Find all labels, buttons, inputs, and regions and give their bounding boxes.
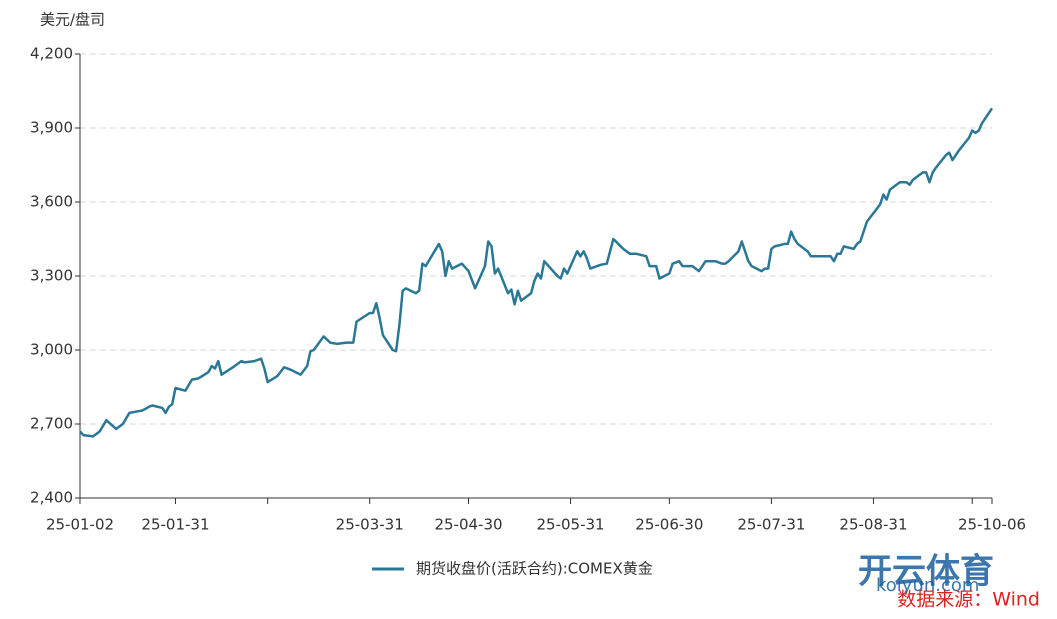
x-tick-label: 25-01-31 bbox=[141, 516, 209, 534]
legend-label: 期货收盘价(活跃合约):COMEX黄金 bbox=[416, 560, 653, 578]
line bbox=[79, 107, 994, 438]
y-tick-label: 3,600 bbox=[30, 193, 73, 211]
x-tick-label: 25-08-31 bbox=[839, 516, 907, 534]
x-tick-label: 25-07-31 bbox=[737, 516, 805, 534]
y-tick-label: 2,700 bbox=[30, 415, 73, 433]
y-tick-label: 3,000 bbox=[30, 341, 73, 359]
y-tick-label: 4,200 bbox=[30, 45, 73, 63]
source: 数据来源：Wind bbox=[897, 589, 1040, 611]
x-tick-label: 25-06-30 bbox=[635, 516, 703, 534]
x-tick-label: 25-05-31 bbox=[537, 516, 605, 534]
y-tick-label: 3,900 bbox=[30, 119, 73, 137]
y-axis-label: 美元/盘司 bbox=[40, 11, 105, 29]
x-tick-label: 25-04-30 bbox=[434, 516, 502, 534]
y-tick-label: 3,300 bbox=[30, 267, 73, 285]
x-tick-label: 25-03-31 bbox=[336, 516, 404, 534]
y-tick-label: 2,400 bbox=[30, 489, 73, 507]
watermark: 开云体育 bbox=[858, 552, 994, 592]
x-tick-label: 25-10-06 bbox=[958, 516, 1026, 534]
watermark: koiyun.com bbox=[876, 575, 979, 596]
x-tick-label: 25-01-02 bbox=[46, 516, 114, 534]
